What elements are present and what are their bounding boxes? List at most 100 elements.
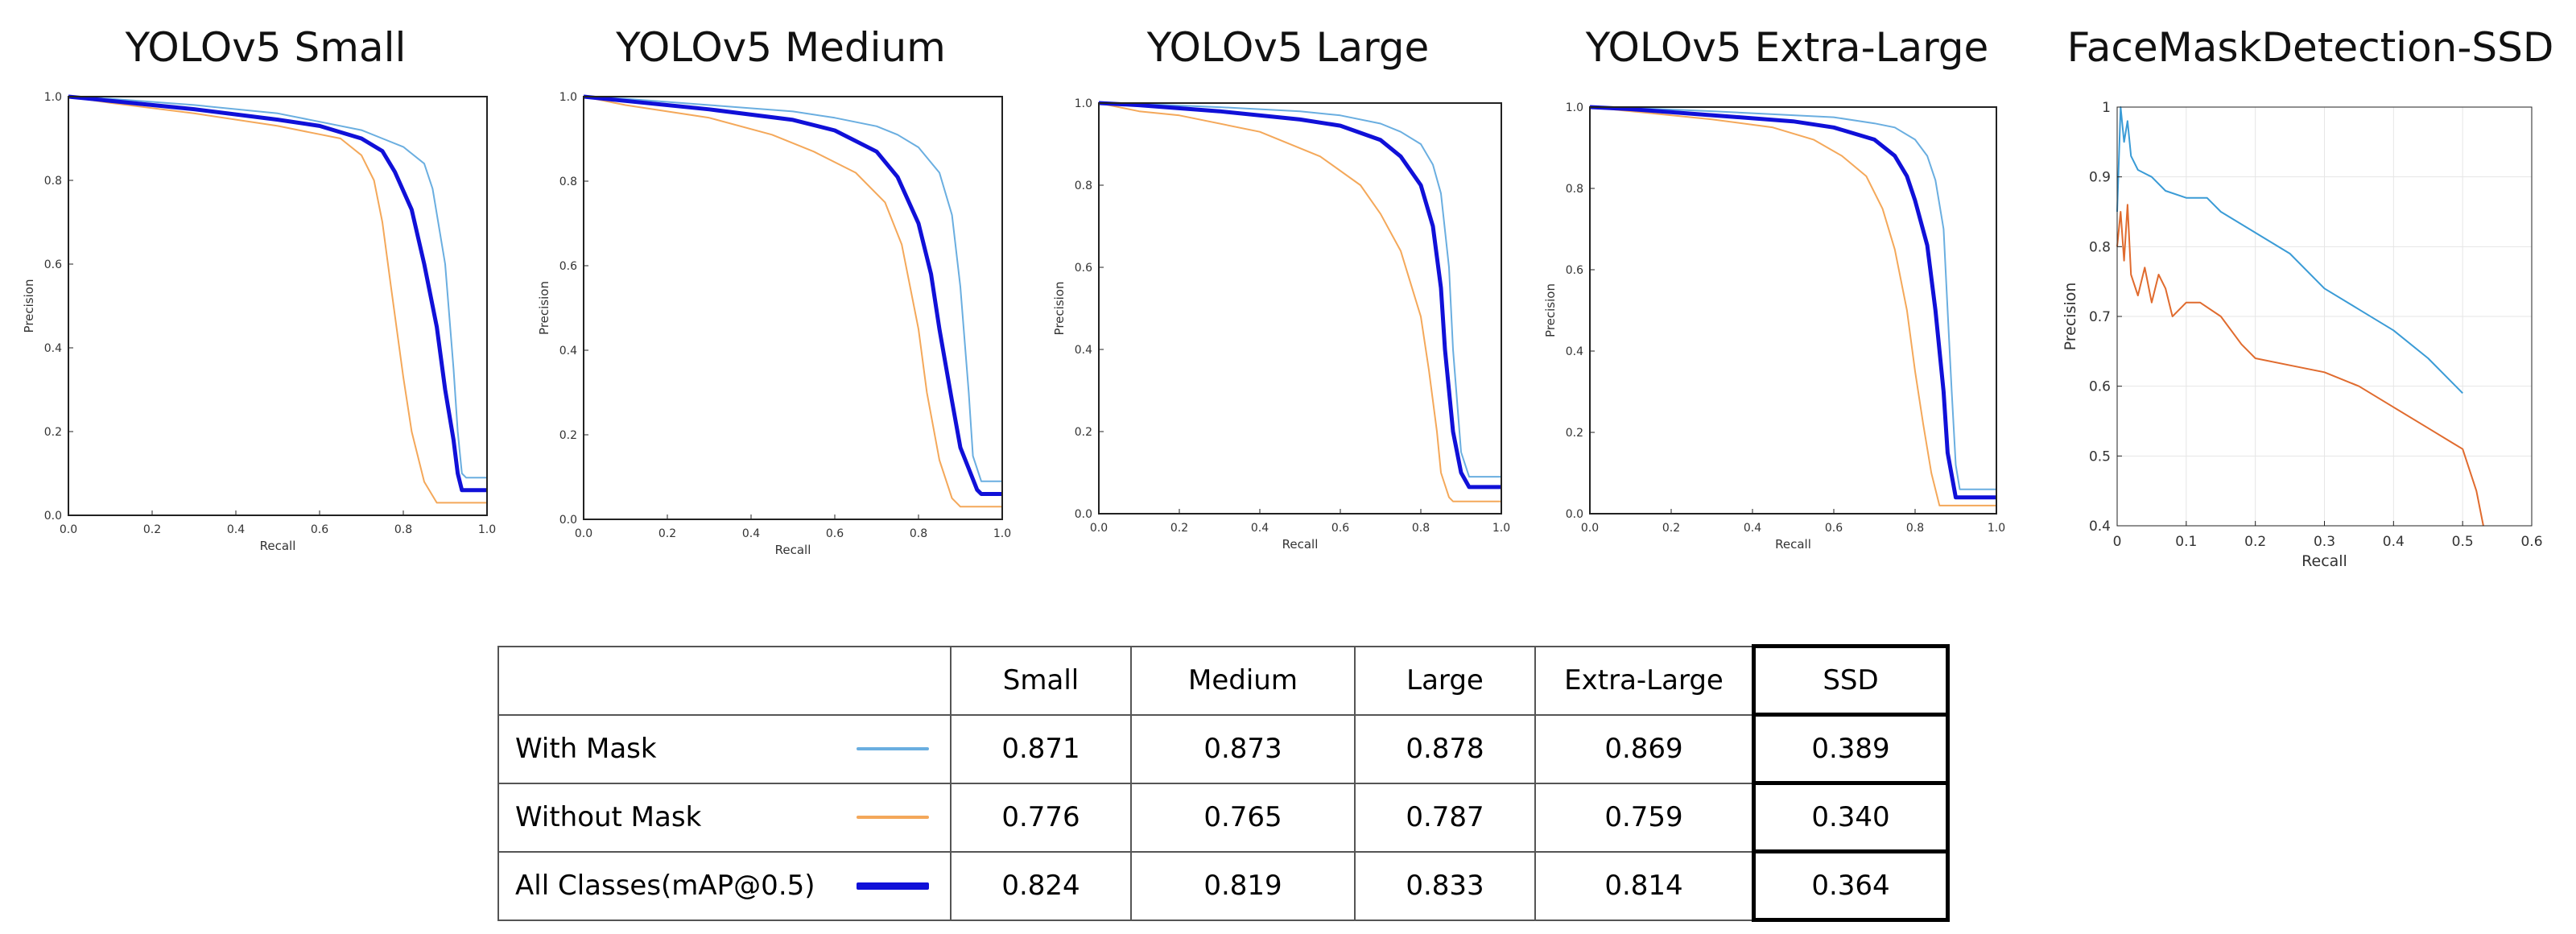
- y-tick-label: 0.6: [559, 260, 577, 273]
- y-tick-label: 1.0: [1566, 101, 1583, 114]
- table-row: Without Mask 0.776 0.765 0.787 0.759 0.3…: [497, 781, 1950, 853]
- pr-curve-chart: 0.0 0.2 0.4 0.6 0.8 1.0 0.0 0.2 0.4 0.6 0.8 1.0 Reca…: [537, 91, 1011, 557]
- table-header-cell: [497, 645, 952, 716]
- chart-title: YOLOv5 Medium: [616, 24, 946, 71]
- y-axis-label: Precision: [22, 279, 36, 333]
- table-cell: 0.340: [1752, 781, 1950, 853]
- row-label-cell: With Mask: [497, 713, 952, 784]
- series-line-all-classes-map-0-5: [583, 94, 1002, 496]
- y-tick-label: 0.5: [2089, 448, 2111, 465]
- y-tick-label: 0.4: [1075, 344, 1092, 357]
- y-tick-label: 0.8: [44, 175, 62, 188]
- x-tick-label: 0.8: [1412, 522, 1430, 535]
- y-tick-label: 0.0: [1075, 508, 1092, 521]
- y-tick-label: 0.4: [2089, 519, 2111, 535]
- y-axis-label: Precision: [1052, 282, 1067, 336]
- y-tick-label: 0.8: [1566, 183, 1583, 196]
- series-line-with-mask: [1589, 106, 1996, 490]
- table-header-row: Small Medium Large Extra-Large SSD: [497, 644, 1950, 717]
- table-header-cell: Medium: [1130, 645, 1356, 716]
- x-tick-label: 0.2: [658, 527, 676, 540]
- pr-curve-chart: 0 0.1 0.2 0.3 0.4 0.5 0.6 0.4 0.5 0.6 0.7 0.8 0.9 1 Re…: [2062, 100, 2543, 570]
- y-tick-label: 0.6: [1566, 264, 1583, 277]
- x-tick-label: 0: [2113, 534, 2122, 550]
- pr-curve-chart: 0.0 0.2 0.4 0.6 0.8 1.0 0.0 0.2 0.4 0.6 0.8 1.0 Reca…: [22, 91, 496, 553]
- y-axis-label: Precision: [537, 281, 551, 335]
- y-tick-label: 0.6: [1075, 262, 1092, 275]
- series-line-with-mask: [1098, 102, 1501, 478]
- x-tick-label: 0.0: [575, 527, 592, 540]
- x-tick-label: 0.3: [2314, 534, 2335, 550]
- chart-panel-small: YOLOv5 Small 0.0 0.2 0.4 0.6 0.8 1.0 0.0 0.2 0.4…: [16, 0, 515, 580]
- series-line-with-mask: [68, 96, 487, 479]
- y-tick-label: 0.4: [559, 345, 577, 357]
- x-tick-label: 0.2: [143, 523, 161, 536]
- y-tick-label: 0.0: [1566, 508, 1583, 521]
- x-tick-label: 1.0: [1988, 522, 2005, 535]
- x-axis-label: Recall: [2301, 552, 2347, 570]
- table-cell: 0.871: [950, 713, 1132, 784]
- plot-frame: [68, 96, 488, 516]
- x-tick-label: 0.6: [1331, 522, 1349, 535]
- y-tick-label: 0.0: [44, 510, 62, 523]
- results-table: Small Medium Large Extra-Large SSD With …: [497, 644, 1950, 922]
- row-label: All Classes(mAP@0.5): [515, 870, 815, 902]
- x-tick-label: 0.6: [826, 527, 844, 540]
- chart-title: YOLOv5 Large: [1146, 24, 1430, 71]
- y-tick-label: 0.4: [44, 342, 62, 355]
- table-cell: 0.878: [1354, 713, 1536, 784]
- y-tick-label: 0.7: [2089, 309, 2111, 325]
- chart-title: YOLOv5 Extra-Large: [1585, 24, 1989, 71]
- y-tick-label: 0.8: [2089, 239, 2111, 255]
- x-axis-label: Recall: [1282, 537, 1319, 552]
- with-mask-legend-swatch: [857, 747, 929, 750]
- y-tick-label: 0.2: [1566, 427, 1583, 440]
- all-classes-legend-swatch: [857, 882, 929, 890]
- x-tick-label: 0.2: [1662, 522, 1680, 535]
- x-tick-label: 0.4: [227, 523, 245, 536]
- x-tick-label: 0.6: [2520, 534, 2542, 550]
- plot-frame: [1098, 102, 1502, 515]
- table-cell: 0.776: [950, 782, 1132, 853]
- table-header-cell: Large: [1354, 645, 1536, 716]
- row-label: With Mask: [515, 733, 657, 765]
- y-tick-label: 0.6: [2089, 379, 2111, 395]
- pr-curve-chart: 0.0 0.2 0.4 0.6 0.8 1.0 0.0 0.2 0.4 0.6 0.8 1.0 Reca…: [1052, 97, 1510, 552]
- y-axis-label: Precision: [1543, 283, 1558, 337]
- table-cell: 0.759: [1534, 782, 1755, 853]
- plot-frame: [1589, 106, 1997, 515]
- x-tick-label: 0.4: [2383, 534, 2405, 550]
- y-tick-label: 1.0: [1075, 97, 1092, 110]
- x-tick-label: 0.5: [2452, 534, 2474, 550]
- table-cell: 0.824: [950, 850, 1132, 921]
- chart-panel-extra-large: YOLOv5 Extra-Large 0.0 0.2 0.4 0.6 0.8 1.0 0.0…: [1538, 0, 2037, 580]
- y-tick-label: 0.6: [44, 258, 62, 271]
- x-tick-label: 0.6: [311, 523, 328, 536]
- x-tick-label: 0.4: [742, 527, 760, 540]
- x-axis-label: Recall: [775, 543, 811, 557]
- y-tick-label: 0.8: [1075, 180, 1092, 192]
- x-tick-label: 0.2: [2244, 534, 2266, 550]
- x-tick-label: 0.8: [1906, 522, 1924, 535]
- table-row: With Mask 0.871 0.873 0.878 0.869 0.389: [497, 713, 1950, 785]
- x-tick-label: 1.0: [993, 527, 1011, 540]
- series-line-without-mask: [583, 96, 1002, 508]
- x-tick-label: 1.0: [1492, 522, 1510, 535]
- series-line-with-mask: [583, 96, 1002, 482]
- x-tick-label: 0.0: [60, 523, 77, 536]
- table-row: All Classes(mAP@0.5) 0.824 0.819 0.833 0…: [497, 849, 1950, 922]
- y-tick-label: 1.0: [559, 91, 577, 104]
- table-cell: 0.765: [1130, 782, 1356, 853]
- series-line-all-classes-map-0-5: [1098, 101, 1501, 490]
- table-cell: 0.814: [1534, 850, 1755, 921]
- x-tick-label: 0.4: [1251, 522, 1269, 535]
- x-tick-label: 0.1: [2175, 534, 2197, 550]
- table-cell: 0.819: [1130, 850, 1356, 921]
- table-cell: 0.364: [1752, 849, 1950, 922]
- series-line-without-mask: [1589, 106, 1996, 506]
- x-tick-label: 0.8: [910, 527, 927, 540]
- without-mask-legend-swatch: [857, 816, 929, 819]
- chart-title: YOLOv5 Small: [125, 24, 407, 71]
- series-line-without-mask: [1098, 102, 1501, 502]
- y-tick-label: 1: [2102, 100, 2111, 116]
